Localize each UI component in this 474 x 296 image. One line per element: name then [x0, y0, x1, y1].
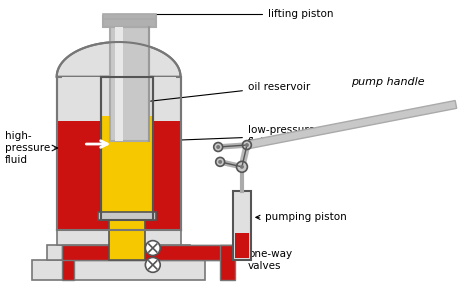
Text: one-way
valves: one-way valves — [164, 249, 292, 271]
Text: oil reservoir: oil reservoir — [151, 82, 310, 101]
Circle shape — [242, 141, 251, 149]
Bar — [101, 77, 153, 220]
Bar — [103, 14, 156, 19]
Bar — [62, 77, 175, 121]
Bar — [235, 233, 249, 258]
Bar — [233, 191, 251, 260]
Circle shape — [146, 258, 160, 272]
Text: low-pressure
fluid: low-pressure fluid — [155, 125, 315, 147]
Bar — [98, 213, 156, 220]
Bar — [57, 121, 62, 230]
Bar — [175, 121, 181, 230]
Circle shape — [240, 165, 244, 169]
Circle shape — [146, 241, 160, 255]
Bar — [220, 245, 235, 280]
Bar — [62, 258, 73, 280]
Bar — [47, 245, 191, 260]
Bar — [101, 116, 153, 215]
Circle shape — [214, 143, 223, 152]
Bar — [62, 245, 235, 260]
Bar — [109, 220, 145, 260]
Text: pump handle: pump handle — [351, 77, 425, 87]
Text: lifting piston: lifting piston — [115, 9, 333, 20]
Circle shape — [245, 143, 249, 147]
Text: high-
pressure
fluid: high- pressure fluid — [5, 131, 50, 165]
Circle shape — [216, 157, 225, 166]
Text: pumping piston: pumping piston — [256, 212, 346, 222]
Bar — [32, 260, 205, 280]
Circle shape — [218, 160, 222, 164]
Bar — [110, 27, 149, 141]
Bar — [62, 245, 232, 260]
Bar — [62, 245, 232, 260]
Bar — [62, 121, 175, 230]
Circle shape — [237, 161, 247, 172]
Bar — [57, 230, 181, 245]
Circle shape — [216, 145, 220, 149]
Bar — [57, 77, 181, 230]
Bar — [115, 27, 123, 141]
Polygon shape — [246, 101, 456, 149]
Bar — [103, 16, 156, 27]
Bar — [101, 77, 153, 220]
Polygon shape — [57, 42, 181, 77]
